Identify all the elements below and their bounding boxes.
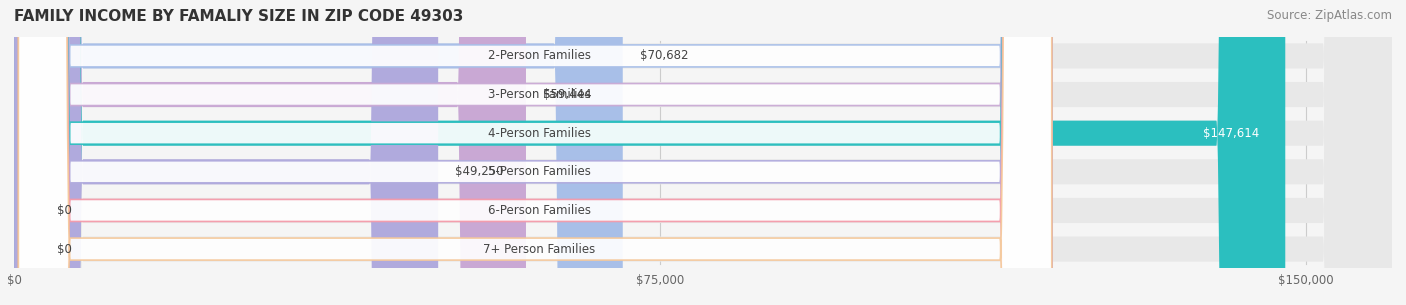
FancyBboxPatch shape [14, 0, 623, 305]
FancyBboxPatch shape [14, 0, 1392, 305]
FancyBboxPatch shape [18, 0, 1052, 305]
FancyBboxPatch shape [14, 0, 1392, 305]
FancyBboxPatch shape [14, 0, 526, 305]
Text: 2-Person Families: 2-Person Families [488, 49, 591, 63]
FancyBboxPatch shape [14, 0, 1392, 305]
FancyBboxPatch shape [18, 0, 1052, 305]
Text: 5-Person Families: 5-Person Families [488, 165, 591, 178]
Text: $0: $0 [58, 204, 72, 217]
Text: FAMILY INCOME BY FAMALIY SIZE IN ZIP CODE 49303: FAMILY INCOME BY FAMALIY SIZE IN ZIP COD… [14, 9, 464, 24]
FancyBboxPatch shape [14, 0, 1285, 305]
FancyBboxPatch shape [18, 0, 1052, 305]
FancyBboxPatch shape [14, 0, 439, 305]
Text: $59,444: $59,444 [543, 88, 592, 101]
Text: $0: $0 [58, 242, 72, 256]
FancyBboxPatch shape [18, 0, 1052, 305]
FancyBboxPatch shape [18, 0, 1052, 305]
FancyBboxPatch shape [14, 0, 1392, 305]
FancyBboxPatch shape [14, 0, 1392, 305]
Text: 3-Person Families: 3-Person Families [488, 88, 591, 101]
FancyBboxPatch shape [18, 0, 1052, 305]
Text: $147,614: $147,614 [1204, 127, 1260, 140]
Text: 6-Person Families: 6-Person Families [488, 204, 591, 217]
Text: 4-Person Families: 4-Person Families [488, 127, 591, 140]
FancyBboxPatch shape [14, 0, 1392, 305]
Text: $70,682: $70,682 [640, 49, 689, 63]
Text: 7+ Person Families: 7+ Person Families [484, 242, 596, 256]
Text: $49,250: $49,250 [456, 165, 503, 178]
Text: Source: ZipAtlas.com: Source: ZipAtlas.com [1267, 9, 1392, 22]
